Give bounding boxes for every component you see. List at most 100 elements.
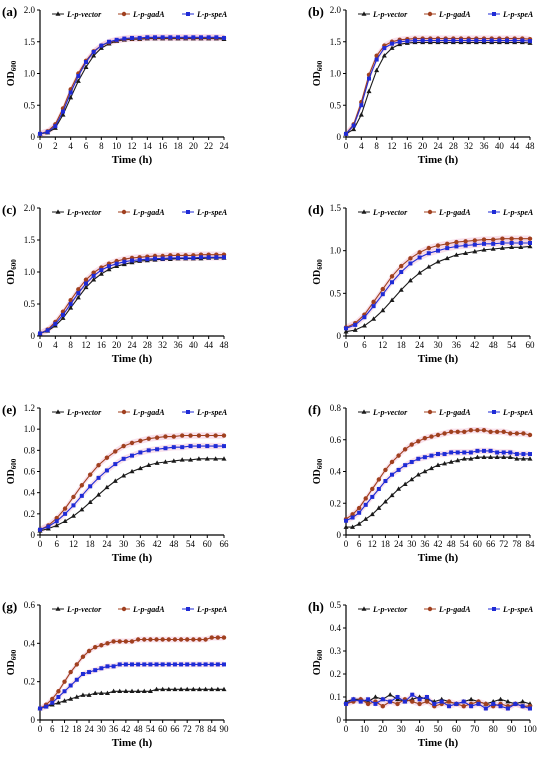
speA-point (459, 38, 463, 43)
speA-point (445, 246, 450, 251)
vector-point (112, 478, 118, 483)
gadA-point (462, 429, 467, 435)
speA-point (396, 467, 401, 472)
speA-point (367, 76, 371, 81)
vector-point (162, 459, 168, 464)
vector-point (179, 457, 185, 462)
chart-panel-8: 0 0.1 0.2 0.3 0.4 0.5 0 10 20 30 40 50 60 70 80 90 100 Ti… (308, 599, 537, 749)
y-axis-title-subscript: 600 (316, 649, 324, 660)
speA-point (153, 35, 157, 40)
speA-point (113, 462, 118, 467)
vector-point (96, 492, 102, 497)
legend-label-gadA: L-p-gadA (438, 10, 471, 19)
speA-point (74, 677, 79, 682)
gadA-point (383, 467, 388, 473)
gadA-point (121, 409, 127, 415)
speA-point (376, 486, 381, 491)
legend-label-speA: L-p-speA (502, 408, 534, 417)
x-tick-label: 80 (489, 724, 499, 734)
vector-point (507, 454, 513, 460)
vector-point (358, 112, 364, 117)
speA-point (528, 39, 532, 44)
gadA-point (483, 701, 489, 707)
speA-point (520, 38, 525, 43)
speA-point (63, 511, 68, 516)
x-tick-label: 54 (507, 340, 517, 350)
y-tick-label: 0.6 (330, 435, 342, 445)
speA-point (482, 448, 486, 453)
gadA-point (475, 428, 480, 433)
vector-point (184, 686, 190, 692)
x-tick-label: 4 (53, 340, 58, 350)
y-axis-title: OD600 (312, 60, 324, 86)
chart-panel-3: 00.51.01.52.00 4 8 12 16 20 24 28 32 36 40 44 48Time… (2, 202, 229, 365)
legend-label-speA: L-p-speA (502, 208, 534, 217)
y-tick-label: 0.6 (24, 467, 36, 477)
x-axis-title: Time (h) (112, 353, 153, 365)
y-tick-label: 0 (31, 530, 36, 540)
y-tick-label: 0.3 (330, 646, 342, 656)
x-tick-label: 0 (344, 724, 349, 734)
vector-point (402, 481, 408, 486)
y-tick-label: 2.0 (24, 203, 36, 213)
gadA-point (356, 505, 362, 511)
legend-label-gadA: L-p-gadA (132, 605, 165, 614)
speA-point (371, 304, 376, 309)
vector-point (494, 454, 500, 460)
gadA-point (396, 453, 401, 458)
vector-point (514, 456, 520, 461)
speA-point (215, 662, 220, 667)
speA-point (462, 450, 467, 455)
x-tick-label: 90 (507, 724, 517, 734)
y-tick-label: 1.5 (24, 37, 36, 47)
speA-point (351, 697, 356, 702)
gadA-point (71, 494, 76, 500)
x-axis-title: Time (h) (418, 552, 459, 564)
x-axis-title: Time (h) (112, 552, 153, 564)
speA-point (183, 35, 188, 40)
x-tick-label: 0 (38, 340, 43, 350)
y-tick-label: 0.6 (24, 600, 36, 610)
x-tick-label: 8 (99, 141, 104, 151)
speA-point (213, 444, 218, 449)
vector-point (396, 486, 402, 491)
gadA-point (62, 506, 68, 511)
speA-point (68, 683, 73, 688)
gadA-point (121, 209, 127, 215)
y-axis-title: OD600 (6, 259, 18, 285)
legend: L-p-vector L-p-gadA L-p-speA (358, 605, 534, 614)
gadA-point (74, 662, 80, 667)
y-axis-title: OD600 (6, 649, 18, 675)
vector-point (499, 245, 505, 250)
x-tick-label: 36 (109, 724, 119, 734)
x-tick-label: 72 (183, 724, 192, 734)
x-tick-label: 22 (204, 141, 213, 151)
series-gadA (37, 252, 227, 336)
speA-point (455, 450, 460, 455)
y-tick-label: 1.5 (24, 235, 36, 245)
x-tick-label: 54 (460, 539, 470, 549)
x-tick-label: 12 (82, 340, 91, 350)
x-tick-label: 48 (447, 539, 457, 549)
vector-point (488, 454, 494, 460)
vector-point (389, 45, 395, 50)
x-tick-label: 100 (523, 724, 537, 734)
legend: L-p-vector L-p-gadA L-p-speA (52, 408, 228, 417)
speA-point (380, 697, 385, 702)
series-gadA (37, 35, 227, 137)
y-axis-title-main: OD (6, 469, 17, 484)
gadA-point (424, 699, 430, 704)
vector-point (527, 456, 533, 461)
gadA-point (188, 433, 193, 438)
y-tick-label: 0 (31, 331, 36, 341)
gadA-point (121, 443, 126, 449)
y-tick-label: 0.5 (330, 600, 342, 610)
gadA-point (56, 689, 61, 694)
gadA-point (410, 699, 415, 704)
gadA-point (435, 432, 441, 438)
vector-point (154, 686, 160, 692)
speA-point (350, 515, 355, 520)
speA-point (359, 103, 364, 108)
gadA-point (213, 433, 218, 438)
vector-point (141, 688, 147, 694)
